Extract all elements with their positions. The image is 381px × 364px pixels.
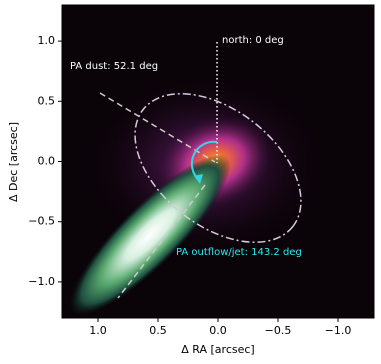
annotation: north: 0 deg [222,35,284,46]
x-tick-label: 0.5 [149,324,167,337]
x-tick-label: −1.0 [325,324,352,337]
annotation: PA dust: 52.1 deg [70,61,158,72]
image: north: 0 deg PA dust: 52.1 deg PA outflo… [62,5,374,318]
annotation: PA outflow/jet: 143.2 deg [176,247,302,258]
y-tick-label: 0.5 [38,94,56,107]
y-tick-label: −0.5 [28,215,55,228]
x-tick-label: 1.0 [89,324,107,337]
x-tick-label: 0.0 [209,324,227,337]
y-tick-label: 0.0 [38,155,56,168]
x-axis-label: Δ RA [arcsec] [181,343,254,356]
x-tick-label: −0.5 [265,324,292,337]
y-tick-label: −1.0 [28,275,55,288]
y-axis-label: Δ Dec [arcsec] [7,122,20,202]
y-tick-label: 1.0 [38,34,56,47]
